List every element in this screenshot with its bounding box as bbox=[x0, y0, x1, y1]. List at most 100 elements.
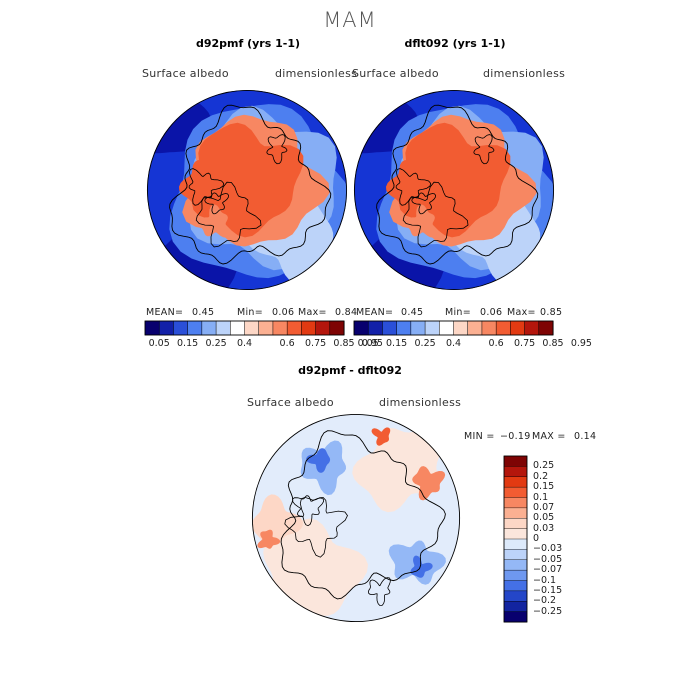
panel-1-colorbar-swatch bbox=[272, 320, 288, 336]
panel-1-snow-fringe bbox=[245, 194, 334, 284]
panel-1-colorbar-tick: 0.75 bbox=[305, 338, 327, 349]
panel-2-max-value: 0.85 bbox=[540, 307, 563, 318]
diff-panel-colorbar-swatch bbox=[503, 507, 528, 519]
panel-2-mean-label: MEAN= bbox=[356, 307, 394, 318]
panel-1-polar-map bbox=[146, 89, 348, 291]
panel-2-canadian-archipelago-ice bbox=[386, 158, 438, 211]
diff-panel-strong-positive-region bbox=[257, 529, 281, 549]
panel-2-colorbar-swatch bbox=[353, 320, 369, 336]
diff-panel-colorbar-swatch bbox=[503, 476, 528, 488]
panel-2-colorbar-tick: 0.75 bbox=[514, 338, 536, 349]
panel-2-greenland-outline bbox=[402, 181, 469, 248]
diff-panel-positive-region bbox=[263, 518, 368, 621]
diff-panel-strong-negative-region bbox=[410, 555, 433, 578]
panel-2-colorbar-tick: 0.95 bbox=[570, 338, 592, 349]
panel-2-colorbar-swatch bbox=[453, 320, 469, 336]
panel-1-colorbar bbox=[144, 320, 345, 336]
diff-panel-colorbar-tick: 0.03 bbox=[533, 522, 555, 534]
panel-1-colorbar-frame bbox=[144, 320, 345, 336]
diff-panel-colorbar-tick: −0.1 bbox=[533, 574, 557, 586]
panel-1-colorbar-swatch bbox=[215, 320, 231, 336]
panel-1-max-label: Max= bbox=[298, 307, 327, 318]
diff-panel-island-outline bbox=[292, 495, 325, 527]
diff-panel-colorbar-swatch bbox=[503, 559, 528, 571]
diff-panel-colorbar-swatch bbox=[503, 518, 528, 530]
panel-2-title: dflt092 (yrs 1-1) bbox=[404, 37, 506, 50]
diff-panel-title: d92pmf - dflt092 bbox=[298, 364, 402, 377]
panel-1-colorbar-tick: 0.25 bbox=[205, 338, 227, 349]
panel-2-polar-map bbox=[353, 89, 555, 291]
panel-2-colorbar-tick: 0.15 bbox=[386, 338, 408, 349]
panel-1-island-outline bbox=[204, 192, 230, 215]
panel-2-map-border bbox=[353, 89, 555, 291]
panel-1-sea-ice-region bbox=[191, 122, 304, 238]
panel-2-min-value: 0.06 bbox=[480, 307, 503, 318]
panel-2-colorbar-swatch bbox=[467, 320, 483, 336]
figure-title: MAM bbox=[323, 8, 377, 32]
diff-panel-strong-positive-region bbox=[412, 466, 446, 501]
diff-panel-colorbar-tick: 0.05 bbox=[533, 512, 555, 524]
panel-2-colorbar-swatch bbox=[481, 320, 497, 336]
panel-2-colorbar-tick: 0.25 bbox=[414, 338, 436, 349]
diff-panel-max-label: MAX = bbox=[532, 431, 566, 442]
panel-1-mean-label: MEAN= bbox=[146, 307, 184, 318]
diff-panel-min-label: MIN = bbox=[464, 431, 495, 442]
diff-panel-colorbar-tick: 0 bbox=[533, 533, 540, 544]
panel-1-coastline bbox=[169, 104, 332, 265]
panel-1-colorbar-swatch bbox=[258, 320, 274, 336]
panel-1-colorbar-tick: 0.05 bbox=[148, 338, 170, 349]
panel-1-colorbar-swatch bbox=[187, 320, 203, 336]
panel-1-colorbar-tick: 0.4 bbox=[236, 338, 253, 349]
diff-panel-colorbar-tick: −0.03 bbox=[533, 543, 563, 555]
diff-panel-colorbar-swatch bbox=[503, 528, 528, 540]
panel-2-colorbar-tick: 0.6 bbox=[488, 338, 504, 349]
diff-panel-max-value: 0.14 bbox=[574, 431, 597, 442]
panel-2-island-outline bbox=[395, 168, 432, 206]
diff-panel-island-outline bbox=[367, 577, 391, 607]
panel-2-min-label: Min= bbox=[445, 307, 472, 318]
panel-2-units-label: dimensionless bbox=[483, 67, 566, 80]
diff-panel-colorbar-swatch bbox=[503, 549, 528, 561]
panel-2-colorbar-swatch bbox=[524, 320, 540, 336]
diff-panel-colorbar-swatch bbox=[503, 455, 528, 467]
panel-1-colorbar-swatch bbox=[301, 320, 317, 336]
diff-panel-colorbar-tick: −0.15 bbox=[533, 584, 563, 596]
panel-1-colorbar-swatch bbox=[286, 320, 302, 336]
panel-1-hudson-bay-ice bbox=[197, 204, 230, 238]
panel-1-colorbar-swatch bbox=[158, 320, 174, 336]
panel-1-map-border bbox=[146, 89, 348, 291]
diff-panel-colorbar-tick: −0.07 bbox=[533, 564, 563, 576]
panel-2-sea-ice-region bbox=[398, 122, 511, 238]
diff-panel-colorbar-swatch bbox=[503, 580, 528, 592]
panel-2-snow-fringe bbox=[452, 194, 541, 284]
panel-2-coastline bbox=[376, 104, 539, 265]
diff-panel-colorbar-swatch bbox=[503, 466, 528, 478]
panel-2-colorbar-swatch bbox=[439, 320, 455, 336]
panel-1-colorbar-swatch bbox=[230, 320, 246, 336]
diff-panel-colorbar-frame bbox=[503, 455, 528, 623]
panel-1-min-value: 0.06 bbox=[272, 307, 295, 318]
panel-2-colorbar-swatch bbox=[410, 320, 426, 336]
panel-2-colorbar-frame bbox=[353, 320, 554, 336]
panel-2-island-outline bbox=[473, 134, 495, 165]
panel-1-mean-value: 0.45 bbox=[192, 307, 215, 318]
panel-2-colorbar-swatch bbox=[382, 320, 398, 336]
diff-panel-colorbar-swatch bbox=[503, 601, 528, 613]
panel-1-colorbar-swatch bbox=[329, 320, 345, 336]
panel-1-colorbar-swatch bbox=[201, 320, 217, 336]
panel-1-min-label: Min= bbox=[237, 307, 264, 318]
diff-panel-colorbar-tick: 0.2 bbox=[533, 470, 549, 482]
panel-1-colorbar-swatch bbox=[244, 320, 260, 336]
diff-panel-colorbar-swatch bbox=[503, 590, 528, 602]
panel-2-colorbar-swatch bbox=[424, 320, 440, 336]
panel-1-island-outline bbox=[188, 168, 225, 206]
diff-panel-variable-label: Surface albedo bbox=[247, 396, 334, 409]
panel-2-mean-value: 0.45 bbox=[401, 307, 424, 318]
panel-2-colorbar-swatch bbox=[396, 320, 412, 336]
panel-1-colorbar-tick: 0.15 bbox=[177, 338, 199, 349]
diff-panel-colorbar-tick: 0.25 bbox=[533, 460, 555, 472]
panel-1-colorbar-swatch bbox=[315, 320, 331, 336]
diff-panel-strong-negative-region bbox=[306, 448, 331, 473]
diff-panel-colorbar-tick: −0.25 bbox=[533, 605, 563, 617]
panel-2-colorbar-tick: 0.85 bbox=[542, 338, 564, 349]
